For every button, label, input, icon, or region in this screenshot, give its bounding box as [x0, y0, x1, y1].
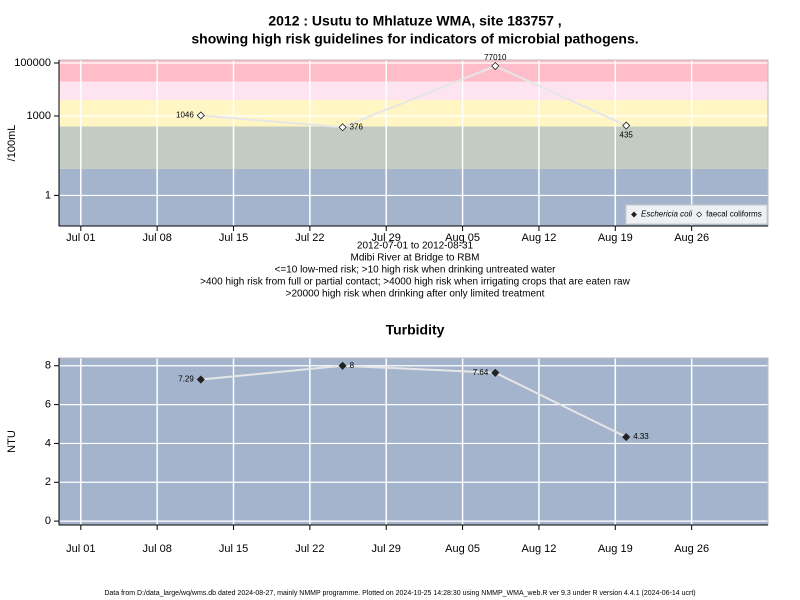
- y-axis-label: NTU: [6, 430, 18, 453]
- data-point: [338, 123, 347, 132]
- x-tick-label: Aug 19: [598, 232, 633, 244]
- data-point: [491, 368, 500, 377]
- chart-note: Mdibi River at Bridge to RBM: [351, 253, 480, 264]
- chart-note: >400 high risk from full or partial cont…: [200, 277, 630, 288]
- x-tick-label: Aug 19: [598, 543, 633, 555]
- risk-band: [59, 358, 768, 525]
- risk-band: [59, 100, 768, 127]
- data-label: 435: [620, 131, 634, 140]
- chart-note: 2012-07-01 to 2012-08-31: [357, 241, 474, 252]
- legend-label: Eschericia coli: [641, 210, 692, 219]
- series-line: [200, 64, 627, 129]
- data-label: 376: [350, 122, 364, 131]
- y-tick-label: 6: [45, 399, 51, 411]
- series-line: [200, 364, 627, 438]
- x-tick-label: Jul 29: [372, 232, 401, 244]
- x-tick-label: Aug 12: [522, 232, 557, 244]
- data-label: 8: [350, 361, 355, 370]
- y-axis-label: /100mL: [6, 125, 18, 162]
- data-label: 77010: [484, 53, 507, 62]
- chart-note: <=10 low-med risk; >10 high risk when dr…: [275, 265, 557, 276]
- chart-title: showing high risk guidelines for indicat…: [191, 31, 638, 47]
- data-label: 7.64: [473, 368, 489, 377]
- risk-band: [59, 60, 768, 82]
- x-tick-label: Jul 08: [142, 543, 171, 555]
- chart-title: 2012 : Usutu to Mhlatuze WMA, site 18375…: [268, 13, 561, 29]
- risk-band: [59, 126, 768, 169]
- x-tick-label: Jul 22: [295, 232, 324, 244]
- y-tick-label: 4: [45, 437, 51, 449]
- y-tick-label: 0: [45, 515, 51, 527]
- footer: Data from D:/data_large/wq/wms.db dated …: [104, 590, 695, 597]
- legend-label: faecal coliforms: [706, 210, 762, 219]
- x-tick-label: Jul 15: [219, 232, 248, 244]
- data-point: [491, 61, 500, 71]
- chart-note: >20000 high risk when drinking after onl…: [286, 289, 545, 300]
- x-tick-label: Aug 05: [445, 232, 480, 244]
- x-tick-label: Aug 26: [674, 232, 709, 244]
- x-tick-label: Aug 05: [445, 543, 480, 555]
- x-tick-label: Jul 22: [295, 543, 324, 555]
- data-point: [196, 375, 205, 384]
- data-label: 1046: [176, 111, 194, 120]
- y-tick-label: 1000: [27, 110, 51, 122]
- data-point: [622, 121, 631, 130]
- y-tick-label: 2: [45, 476, 51, 488]
- chart-title: Turbidity: [386, 322, 445, 338]
- legend-marker: [631, 211, 637, 218]
- x-tick-label: Aug 26: [674, 543, 709, 555]
- risk-band: [59, 81, 768, 101]
- x-tick-label: Aug 12: [522, 543, 557, 555]
- x-tick-label: Jul 01: [66, 232, 95, 244]
- x-tick-label: Jul 08: [142, 232, 171, 244]
- x-tick-label: Jul 01: [66, 543, 95, 555]
- data-label: 4.33: [633, 432, 649, 441]
- y-tick-label: 1: [45, 189, 51, 201]
- legend-marker: [696, 211, 703, 218]
- x-tick-label: Jul 15: [219, 543, 248, 555]
- data-point: [196, 111, 205, 120]
- x-tick-label: Jul 29: [372, 543, 401, 555]
- y-tick-label: 100000: [14, 57, 51, 69]
- y-tick-label: 8: [45, 360, 51, 372]
- data-point: [622, 432, 631, 442]
- data-label: 7.29: [178, 375, 194, 384]
- data-point: [338, 361, 347, 370]
